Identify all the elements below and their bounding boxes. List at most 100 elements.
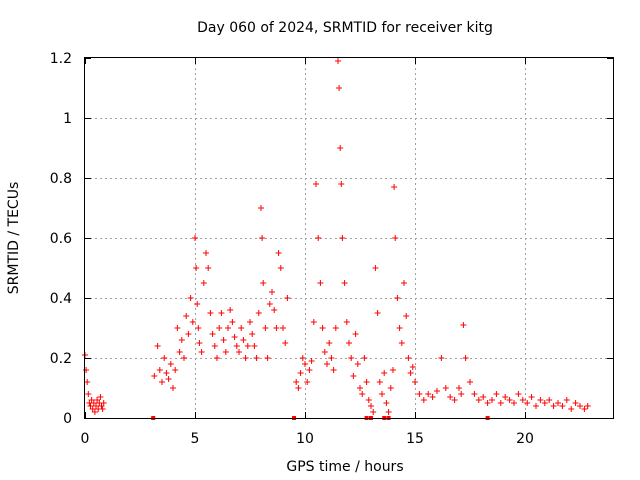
- data-point: [315, 235, 322, 241]
- data-point: [506, 397, 513, 403]
- data-point: [528, 394, 535, 400]
- data-point: [284, 295, 291, 301]
- data-point: [220, 337, 227, 343]
- data-point: [310, 319, 317, 325]
- data-point: [346, 340, 352, 346]
- data-point: [326, 340, 333, 346]
- data-point: [275, 250, 282, 256]
- data-point: [238, 325, 245, 331]
- x-tick-label: 10: [296, 431, 314, 447]
- data-point: [390, 367, 396, 373]
- data-point: [425, 391, 432, 397]
- data-point: [550, 403, 557, 409]
- data-point: [330, 367, 337, 373]
- data-point: [313, 181, 319, 187]
- data-point: [475, 397, 482, 403]
- data-point: [555, 400, 561, 406]
- data-point: [537, 397, 544, 403]
- data-point: [359, 391, 366, 397]
- data-point: [480, 394, 487, 400]
- data-point: [178, 337, 185, 343]
- data-point: [97, 394, 104, 400]
- data-point: [189, 319, 196, 325]
- data-point: [363, 379, 370, 385]
- data-point: [176, 349, 183, 355]
- data-point: [100, 400, 107, 406]
- data-point: [456, 385, 462, 391]
- data-point: [332, 325, 339, 331]
- data-point: [269, 289, 275, 295]
- data-point: [581, 406, 588, 412]
- y-tick-label: 0.4: [50, 291, 72, 307]
- y-axis-label: SRMTID / TECUs: [6, 182, 22, 295]
- y-tick-label: 0: [63, 411, 72, 427]
- x-tick-label: 5: [191, 431, 200, 447]
- data-point: [387, 385, 394, 391]
- data-point: [524, 400, 531, 406]
- data-point: [317, 280, 324, 286]
- data-point: [163, 370, 170, 376]
- data-point: [339, 235, 346, 241]
- data-point: [84, 379, 91, 385]
- data-point: [337, 145, 344, 151]
- data-point: [280, 325, 286, 331]
- data-point: [302, 361, 308, 367]
- data-point: [568, 406, 575, 412]
- data-point: [519, 397, 526, 403]
- data-point: [198, 349, 205, 355]
- data-point: [174, 325, 181, 331]
- data-point: [151, 373, 158, 379]
- data-point: [194, 301, 201, 307]
- data-point: [336, 85, 343, 91]
- data-point: [183, 313, 190, 319]
- data-point: [398, 340, 405, 346]
- data-point: [170, 385, 176, 391]
- data-point: [181, 355, 187, 361]
- data-point: [447, 394, 454, 400]
- data-point: [515, 391, 522, 397]
- data-point: [352, 331, 359, 337]
- data-point: [227, 307, 234, 313]
- data-point: [572, 400, 579, 406]
- data-point: [438, 355, 445, 361]
- data-point: [379, 391, 385, 397]
- data-point: [429, 394, 436, 400]
- data-point: [577, 403, 583, 409]
- data-point: [273, 325, 280, 331]
- data-point: [195, 325, 202, 331]
- data-point: [216, 325, 223, 331]
- x-axis-label: GPS time / hours: [286, 459, 403, 475]
- data-point: [295, 385, 302, 391]
- data-point: [416, 391, 423, 397]
- data-point: [381, 370, 388, 376]
- data-point: [193, 265, 200, 271]
- data-point: [255, 310, 262, 316]
- data-point: [405, 355, 412, 361]
- data-point: [409, 364, 416, 370]
- data-point: [541, 400, 548, 406]
- data-point: [546, 397, 553, 403]
- data-point: [167, 361, 174, 367]
- data-point: [99, 406, 106, 412]
- data-point: [260, 280, 267, 286]
- data-point: [341, 280, 348, 286]
- data-point: [407, 370, 414, 376]
- y-tick-label: 0.6: [50, 231, 72, 247]
- data-point: [258, 205, 264, 211]
- data-point: [365, 397, 372, 403]
- data-point: [391, 184, 398, 190]
- data-point: [370, 409, 377, 415]
- data-point: [420, 397, 427, 403]
- data-point: [209, 331, 216, 337]
- data-point: [229, 319, 236, 325]
- y-tick-label: 1.2: [50, 51, 72, 67]
- data-point: [218, 310, 225, 316]
- data-point: [376, 379, 383, 385]
- data-point: [91, 409, 98, 415]
- data-point: [185, 331, 192, 337]
- data-point: [161, 355, 168, 361]
- data-point: [401, 280, 407, 286]
- data-point: [489, 397, 495, 403]
- data-point: [207, 310, 214, 316]
